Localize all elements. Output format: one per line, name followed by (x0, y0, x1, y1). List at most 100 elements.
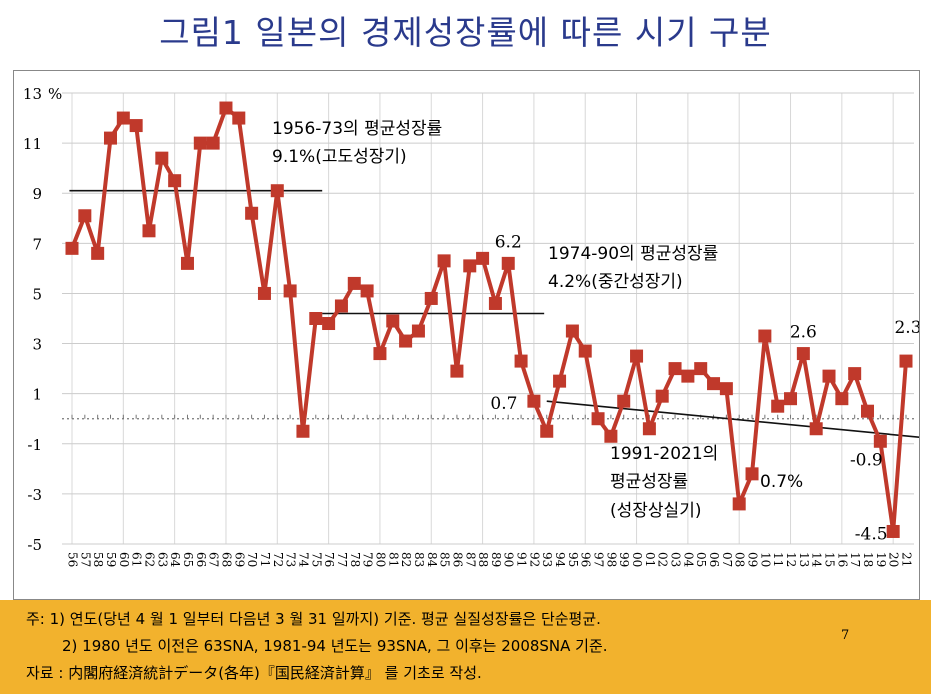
data-point (642, 422, 656, 436)
footer-notes: 주: 1) 연도(당년 4 월 1 일부터 다음년 3 월 31 일까지) 기준… (0, 600, 931, 694)
x-tick-label: 72 (271, 552, 285, 567)
x-tick-label: 94 (553, 552, 567, 568)
grid (62, 92, 914, 545)
x-tick-label: 59 (104, 552, 118, 567)
x-tick-label: 92 (527, 552, 541, 567)
x-tick-label: 06 (707, 552, 721, 567)
data-point (848, 367, 862, 381)
y-tick-label: 7 (32, 235, 42, 253)
x-tick-label: 93 (540, 552, 554, 567)
x-tick-label: 91 (515, 552, 529, 567)
x-tick-label: 08 (733, 552, 747, 567)
data-point (707, 377, 721, 391)
data-point (116, 111, 130, 125)
data-point (745, 467, 759, 481)
page-title: 그림1 일본의 경제성장률에 따른 시기 구분 (159, 13, 772, 52)
x-tick-label: 96 (579, 552, 593, 567)
y-tick-label: -1 (27, 436, 42, 454)
x-tick-label: 69 (232, 552, 246, 567)
data-point (399, 334, 413, 348)
data-point (476, 251, 490, 265)
data-point (463, 259, 477, 273)
y-tick-label: 1 (32, 386, 42, 404)
data-point (65, 241, 79, 255)
data-point (129, 119, 143, 133)
y-tick-label: 13 (23, 85, 42, 103)
chart-panel: -5 -3 -1 1 3 5 7 9 11 13% 56 57 58 59 60 61 62 63 64 65 66 6… (13, 70, 923, 600)
data-point (309, 312, 323, 325)
x-tick-label: 84 (425, 552, 439, 568)
footnote-2: 2) 1980 년도 이전은 63SNA, 1981-94 년도는 93SNA,… (62, 637, 608, 655)
x-tick-label: 02 (656, 552, 670, 567)
x-tick-label: 85 (438, 552, 452, 567)
data-point (591, 412, 605, 426)
x-tick-label: 79 (361, 552, 375, 567)
x-tick-label: 90 (502, 552, 516, 567)
data-point (732, 497, 746, 511)
y-tick-label: 5 (32, 285, 42, 303)
x-tick-label: 77 (335, 552, 349, 567)
data-point (283, 284, 297, 298)
x-tick-label: 76 (322, 552, 336, 567)
x-tick-label: 98 (604, 552, 618, 567)
x-tick-label: 16 (835, 552, 849, 567)
data-point (206, 136, 220, 150)
data-label: 6.2 (495, 232, 522, 252)
data-point (758, 329, 772, 343)
data-point (360, 284, 374, 298)
y-axis-unit: % (48, 85, 62, 103)
x-tick-label: 57 (78, 552, 92, 567)
x-tick-label: 09 (746, 552, 760, 567)
period2-label-line2: 4.2%(중간성장기) (548, 272, 683, 292)
data-point (527, 394, 541, 408)
data-point (180, 256, 194, 270)
data-point (322, 317, 336, 331)
x-tick-label: 89 (489, 552, 503, 567)
data-point (411, 324, 425, 338)
data-point (347, 276, 361, 290)
x-tick-label: 13 (797, 552, 811, 567)
source-note: 자료 : 内閣府経済統計データ(各年)『国民経済計算』 를 기초로 작성. (26, 664, 482, 682)
x-tick-label: 83 (412, 552, 426, 567)
x-tick-label: 65 (181, 552, 195, 567)
y-tick-label: 11 (23, 135, 42, 153)
x-tick-label: 80 (373, 552, 387, 567)
x-tick-label: 61 (130, 552, 144, 567)
data-point (694, 362, 708, 376)
data-point (873, 434, 887, 448)
data-point (257, 286, 271, 300)
data-point (565, 324, 579, 338)
x-tick-label: 12 (784, 552, 798, 567)
data-point (78, 209, 92, 223)
x-tick-label: 97 (592, 552, 606, 567)
x-tick-label: 11 (771, 552, 785, 567)
x-tick-label: 17 (848, 552, 862, 567)
data-point (809, 422, 823, 436)
growth-rate-series-line (70, 106, 908, 534)
x-tick-label: 62 (142, 552, 156, 567)
x-tick-label: 68 (219, 552, 233, 567)
data-point (501, 256, 515, 270)
data-point (424, 291, 438, 305)
x-tick-label: 73 (284, 552, 298, 567)
data-point (861, 404, 875, 418)
data-point (655, 389, 669, 403)
data-labels: 6.2 0.7 2.6 -0.9 -4.5 2.3 (490, 232, 921, 544)
x-axis: 5657585960616263646566676869707172737475… (66, 552, 914, 568)
x-tick-label: 66 (194, 552, 208, 567)
data-label: -0.9 (850, 450, 883, 470)
data-point (386, 314, 400, 328)
x-tick-label: 60 (117, 552, 131, 567)
data-point (771, 399, 785, 413)
data-point (142, 224, 156, 238)
footnote-1: 주: 1) 연도(당년 4 월 1 일부터 다음년 3 월 31 일까지) 기준… (26, 610, 601, 628)
x-tick-label: 78 (348, 552, 362, 567)
data-point (270, 184, 284, 198)
x-tick-label: 20 (887, 552, 901, 567)
x-tick-label: 99 (617, 552, 631, 567)
data-point (578, 344, 592, 358)
data-point (91, 246, 105, 260)
x-tick-label: 56 (66, 552, 80, 567)
